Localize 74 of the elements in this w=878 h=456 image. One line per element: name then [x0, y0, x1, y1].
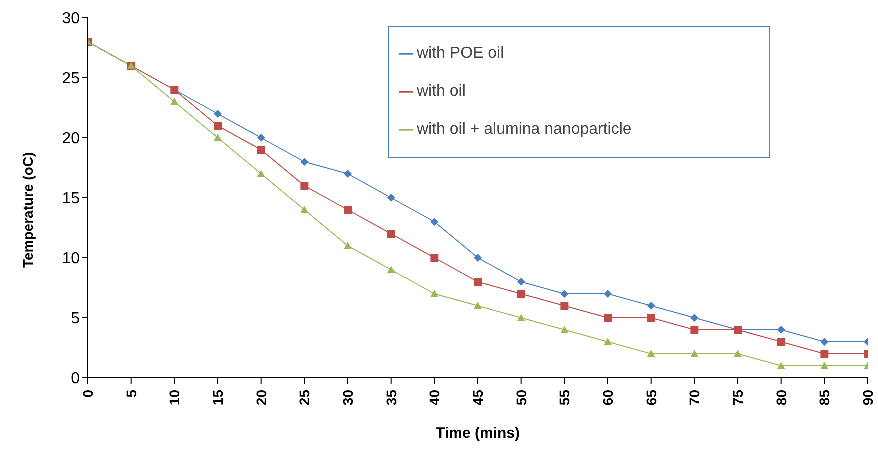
point	[777, 326, 786, 334]
point	[690, 350, 699, 358]
point	[690, 326, 699, 334]
legend-label: with oil + alumina nanoparticle	[417, 121, 632, 138]
point	[560, 290, 569, 298]
point	[474, 278, 482, 286]
x-tick-label: 25	[296, 390, 313, 406]
x-tick-label: 20	[253, 390, 270, 406]
point	[430, 254, 439, 262]
point	[257, 146, 266, 154]
point	[604, 338, 612, 346]
point	[214, 134, 222, 142]
point	[300, 206, 309, 214]
y-tick-label: 30	[62, 10, 80, 28]
y-tick-label: 10	[62, 250, 80, 268]
point	[430, 290, 439, 298]
x-tick-label: 75	[730, 390, 746, 406]
point	[560, 326, 569, 334]
point	[214, 110, 222, 118]
x-tick-label: 70	[686, 390, 703, 406]
point	[387, 230, 396, 238]
x-tick-label: 0	[80, 390, 96, 398]
point	[474, 254, 482, 262]
y-tick-label: 20	[62, 130, 80, 148]
x-tick-label: 60	[600, 390, 616, 406]
point	[647, 302, 656, 310]
x-axis-title: Time (mins)	[436, 425, 520, 442]
point	[560, 302, 569, 310]
x-tick-label: 85	[816, 390, 833, 406]
point	[214, 122, 222, 130]
point	[430, 218, 439, 226]
x-tick-label: 65	[643, 390, 660, 406]
point	[474, 302, 482, 310]
point	[257, 134, 266, 142]
point	[517, 290, 526, 298]
y-tick-label: 15	[62, 190, 80, 208]
point	[777, 362, 786, 370]
point	[170, 98, 179, 106]
point	[690, 314, 699, 322]
point	[517, 314, 526, 322]
legend-label: with POE oil	[417, 45, 504, 62]
x-tick-label: 10	[166, 390, 183, 406]
point	[820, 338, 829, 346]
point	[257, 170, 266, 178]
x-tick-label: 30	[340, 390, 356, 406]
x-tick-label: 90	[860, 390, 876, 406]
y-tick-label: 5	[71, 310, 80, 328]
x-tick-label: 45	[470, 390, 486, 406]
y-axis-title: Temperature (oC)	[20, 152, 36, 268]
y-tick-label: 25	[62, 70, 80, 88]
point	[820, 350, 829, 358]
legend-label: with oil	[417, 83, 466, 100]
x-tick-label: 55	[556, 390, 573, 406]
point	[344, 170, 352, 178]
point	[604, 314, 612, 322]
point	[647, 350, 656, 358]
point	[517, 278, 526, 286]
x-tick-label: 15	[210, 390, 226, 406]
x-tick-label: 80	[773, 390, 790, 406]
x-tick-label: 5	[123, 390, 140, 398]
point	[777, 338, 786, 346]
point	[734, 350, 742, 358]
x-tick-label: 35	[383, 390, 400, 406]
point	[604, 290, 612, 298]
point	[344, 242, 352, 250]
x-tick-label: 40	[426, 390, 443, 406]
x-tick-label: 50	[513, 390, 530, 406]
point	[344, 206, 352, 214]
point	[820, 362, 829, 370]
point	[647, 314, 656, 322]
point	[300, 158, 309, 166]
point	[300, 182, 309, 190]
point	[387, 266, 396, 274]
point	[387, 194, 396, 202]
